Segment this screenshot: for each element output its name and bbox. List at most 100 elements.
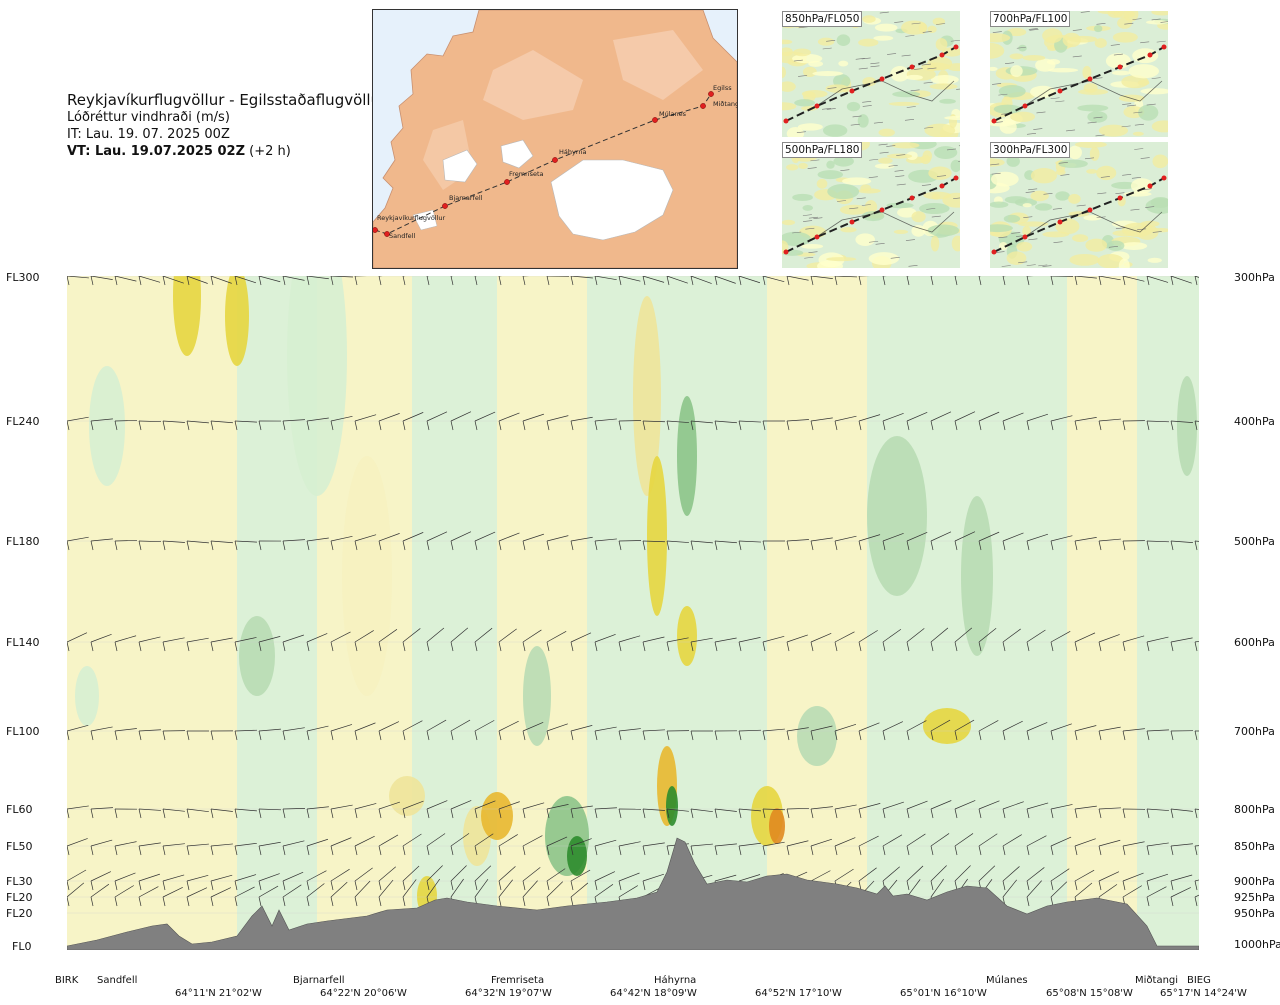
wind-barb [786,419,809,422]
wind-barb [1146,842,1169,847]
velocity-cell [961,496,993,656]
route-point [1161,175,1167,181]
wind-barb-feather [306,275,310,286]
wind-barb [570,275,593,279]
wind-barb [66,882,85,898]
wind-barb [901,54,911,57]
wind-barb [1122,275,1145,282]
wind-barb-feather [66,275,70,286]
variable-label: Lóðréttur vindhraði (m/s) [67,110,230,125]
level-map-500: 500hPa/FL180 [782,142,960,268]
coastline [1019,211,1163,241]
wind-barb-feather [738,845,742,856]
wind-barb-feather [258,420,262,431]
wind-barb [810,725,833,732]
wind-barb-feather [402,880,406,891]
fl-label: FL0 [12,940,32,953]
wind-barb-feather [1074,808,1078,819]
wind-barb [868,176,878,178]
wind-barb-feather [258,845,262,856]
wind-barb [896,183,906,186]
field-patch [939,98,956,104]
level-map-label: 700hPa/FL100 [990,11,1071,27]
wind-barb [330,415,353,422]
wind-barb [570,838,592,847]
route-title: Reykjavíkurflugvöllur - Egilsstaðaflugvö… [67,91,387,109]
wind-barb-feather [162,808,166,819]
wind-barb [858,867,877,882]
field-patch [797,123,823,131]
wind-barb [138,886,159,898]
route-map: Reykjavíkurflugvöllur Sandfell Bjarnarfell… [372,9,738,269]
wind-barb-feather [258,641,262,652]
field-patch [1016,241,1033,252]
wind-barb [114,540,138,542]
wind-barb [618,635,641,643]
wind-barb-feather [978,540,982,551]
wind-barb-feather [330,641,334,652]
field-patch [1072,234,1089,243]
wind-barb-feather [738,641,742,652]
wind-barb-feather [642,730,646,741]
pressure-label: 900hPa [1234,875,1275,888]
wind-barb [258,636,281,643]
level-map-svg [782,142,960,268]
wind-barb [162,843,185,847]
wind-barb [282,539,305,542]
wind-barb-feather [66,808,70,819]
waypoint-label: Bjarnarfell [293,975,345,986]
coordinate-label: 64°52'N 17°10'W [755,988,842,999]
velocity-cell [769,808,785,844]
wind-barb [138,842,161,847]
wind-barb [954,531,976,542]
wind-barb-feather [570,275,574,286]
route-point [879,76,885,82]
wind-barb-feather [426,540,430,551]
station-marker [652,117,658,123]
wind-barb [138,636,161,643]
field-patch [999,120,1017,134]
wind-barb [1096,23,1106,25]
wind-barb [793,59,803,62]
wind-barb [234,886,255,898]
wind-barb [690,420,713,424]
wind-barb [306,725,329,732]
wind-barb [234,420,257,423]
wind-barb-feather [570,896,574,907]
wind-barb [1028,28,1038,30]
wind-barb-feather [786,808,790,819]
wind-barb-feather [642,540,646,551]
wind-barb-feather [258,275,262,286]
wind-barb [66,838,88,847]
velocity-cell [75,666,99,726]
wind-barb-feather [810,730,814,741]
wind-barb [1055,100,1065,103]
wind-barb [354,630,374,643]
field-patch [868,252,900,266]
field-patch [1085,238,1108,252]
wind-barb-feather [378,730,382,741]
wind-barb-feather [426,730,430,741]
wind-barb-feather [498,540,502,551]
wind-barb-feather [186,540,190,551]
wind-barb-feather [954,845,958,856]
wind-barb [426,878,441,898]
wind-barb-feather [1194,540,1198,551]
field-patch [990,171,1019,187]
wind-barb-feather [354,275,358,286]
fl-label: FL20 [6,891,33,904]
wind-barb [402,833,422,847]
wind-barb-feather [162,845,166,856]
wind-barb-feather [1170,420,1174,431]
wind-barb [1005,62,1015,65]
field-patch [935,38,948,51]
wind-barb [546,630,567,643]
wind-barb [1028,238,1038,241]
wind-barb [998,236,1008,239]
wind-barb [1127,104,1137,107]
wind-barb [402,865,420,882]
field-patch [1128,64,1160,79]
wind-barb [258,841,281,847]
wind-barb-feather [1194,808,1198,819]
wind-barb [821,107,832,110]
